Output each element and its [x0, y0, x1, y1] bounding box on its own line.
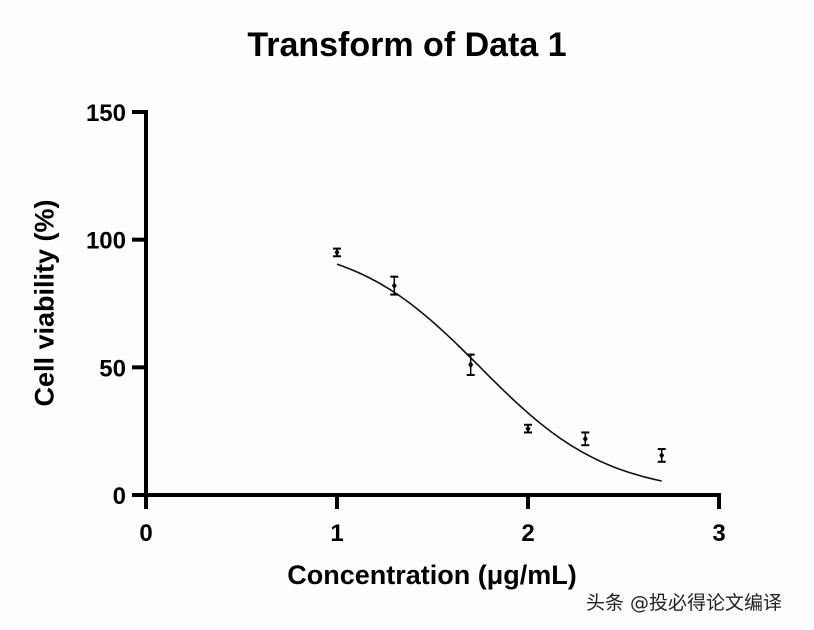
- x-tick-label: 0: [139, 520, 152, 547]
- data-point: [581, 431, 590, 447]
- x-tick-label: 3: [712, 520, 725, 547]
- data-point: [657, 448, 666, 463]
- data-point: [524, 423, 532, 434]
- y-tick-label: 50: [99, 355, 126, 382]
- y-tick-label: 0: [113, 483, 126, 510]
- x-tick-label: 1: [330, 520, 343, 547]
- x-axis-label: Concentration (μg/mL): [287, 560, 577, 590]
- data-point: [390, 275, 399, 296]
- data-point: [466, 353, 475, 376]
- data-points: [333, 247, 666, 463]
- y-tick-label: 150: [86, 100, 126, 127]
- axes: 0 50 100 150 0 1 2 3: [86, 100, 726, 547]
- x-tick-label: 2: [521, 520, 534, 547]
- watermark: 头条 @投必得论文编译: [586, 592, 783, 614]
- fit-curve: [336, 263, 662, 482]
- y-tick-label: 100: [86, 228, 126, 255]
- data-point: [333, 247, 341, 258]
- chart-title: Transform of Data 1: [247, 26, 567, 64]
